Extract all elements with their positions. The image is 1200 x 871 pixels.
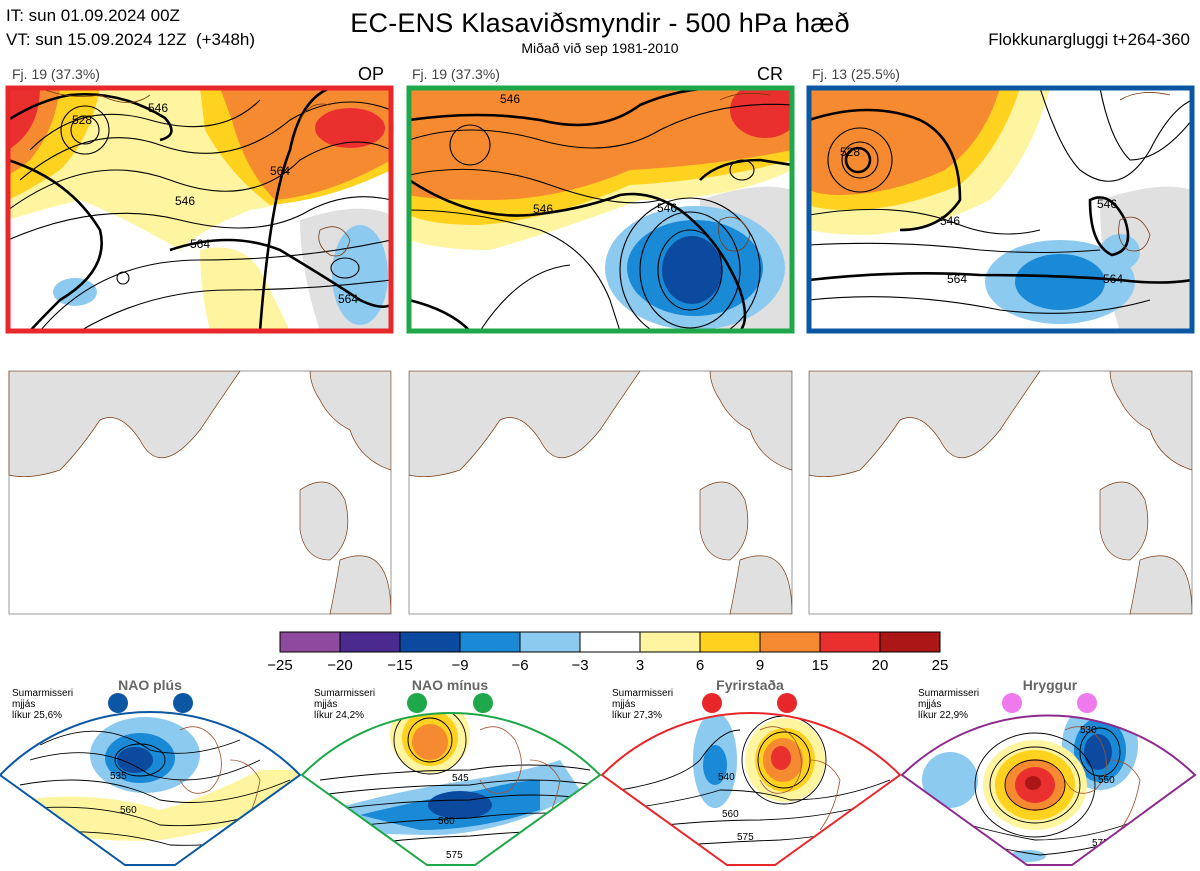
colorbar-swatch — [639, 631, 701, 653]
cluster-1-contour-label-1: 528 — [72, 113, 92, 127]
cluster-3-contour-label-5: 564 — [1103, 272, 1123, 286]
colorbar-tick-label: 6 — [696, 657, 704, 674]
regime-1-title: NAO plús — [118, 677, 182, 693]
colorbar-swatch — [819, 631, 881, 653]
empty-map-2 — [408, 370, 793, 615]
colorbar-tick-label: 20 — [872, 657, 889, 674]
regime-4-dot-right — [1077, 693, 1097, 713]
colorbar-tick-label: −25 — [267, 657, 292, 674]
cluster-1-map: 528 546 564 546 564 564 — [8, 88, 391, 331]
empty-map-1 — [8, 370, 392, 615]
colorbar-swatch — [879, 631, 941, 653]
regime-2-label-1: 545 — [452, 773, 469, 784]
colorbar-swatch — [759, 631, 821, 653]
regime-1-dot-left — [108, 693, 128, 713]
colorbar-tick-label: 3 — [636, 657, 644, 674]
page-title: EC-ENS Klasaviðsmyndir - 500 hPa hæð — [350, 8, 850, 38]
cluster-3-contour-label-2: 546 — [940, 214, 960, 228]
colorbar-swatch — [519, 631, 581, 653]
header-info: IT: sun 01.09.2024 00Z VT: sun 15.09.2024… — [6, 4, 255, 52]
regime-2-sub: Sumarmisseri mjjás líkur 24,2% — [314, 688, 376, 721]
colorbar-tick-label: −3 — [571, 657, 588, 674]
cluster-1-label: Fj. 19 (37.3%) — [12, 66, 100, 82]
colorbar-tick-label: −6 — [511, 657, 528, 674]
regime-2-label-3: 575 — [446, 850, 463, 861]
colorbar-swatch — [399, 631, 461, 653]
cluster-2-contour-label-1: 546 — [500, 92, 520, 106]
regime-2-title: NAO mínus — [411, 677, 489, 693]
cluster-3-map: 528 546 546 564 564 — [809, 88, 1192, 331]
regime-4-map: 530 550 575 — [900, 714, 1197, 866]
regime-4-title: Hryggur — [1022, 677, 1078, 693]
vt-line: VT: sun 15.09.2024 12Z (+348h) — [6, 30, 256, 49]
regime-3-label-1: 540 — [718, 772, 735, 783]
colorbar-tick-label: −9 — [451, 657, 468, 674]
colorbar-swatch — [579, 631, 641, 653]
cluster-2-contour-label-2: 546 — [533, 202, 553, 216]
it-line: IT: sun 01.09.2024 00Z — [6, 6, 180, 25]
colorbar-tick-label: −20 — [327, 657, 352, 674]
cluster-1-contour-label-3: 564 — [270, 164, 290, 178]
cluster-2-contour-label-3: 546 — [657, 201, 677, 215]
colorbar: −25 −20 −15 −9 −6 −3 3 6 9 15 20 25 — [267, 631, 949, 674]
colorbar-swatch — [459, 631, 521, 653]
colorbar-tick-label: −15 — [387, 657, 412, 674]
regime-4-dot-left — [1002, 693, 1022, 713]
page-subtitle: Miðað við sep 1981-2010 — [521, 40, 679, 56]
regime-2-dot-left — [407, 693, 427, 713]
regime-2-dot-right — [473, 693, 493, 713]
colorbar-swatch — [699, 631, 761, 653]
regime-4-sub: Sumarmisseri mjjás líkur 22,9% — [918, 688, 980, 721]
regime-3-title: Fyrirstaða — [716, 677, 784, 693]
cluster-1-contour-label-2: 546 — [148, 101, 168, 115]
cluster-1-contour-label-4: 546 — [175, 194, 195, 208]
colorbar-tick-label: 9 — [756, 657, 764, 674]
regime-3-label-2: 560 — [722, 809, 739, 820]
cluster-1-contour-label-6: 564 — [338, 292, 358, 306]
colorbar-tick-label: 15 — [812, 657, 829, 674]
regime-4-label-2: 550 — [1098, 775, 1115, 786]
cluster-1-border — [5, 85, 394, 334]
cluster-1-tag: OP — [358, 64, 385, 84]
regime-1-dot-right — [173, 693, 193, 713]
regime-4-label-1: 530 — [1080, 725, 1097, 736]
regime-2-label-2: 560 — [438, 816, 455, 827]
regime-1-label-2: 560 — [120, 805, 137, 816]
cluster-2-border — [406, 85, 795, 334]
regime-3-dot-right — [777, 693, 797, 713]
regime-1-sub: Sumarmisseri mjjás líkur 25,6% — [12, 688, 74, 721]
regime-3-label-3: 575 — [737, 832, 754, 843]
cluster-3-border — [806, 85, 1195, 334]
cluster-1-contour-label-5: 564 — [190, 237, 210, 251]
cluster-2-label: Fj. 19 (37.3%) — [412, 66, 500, 82]
window-label: Flokkunargluggi t+264-360 — [988, 30, 1190, 49]
cluster-3-contour-label-3: 546 — [1097, 197, 1117, 211]
cluster-3-contour-label-4: 564 — [947, 272, 967, 286]
regime-1-label-1: 535 — [110, 771, 127, 782]
cluster-3-contour-label-1: 528 — [840, 145, 860, 159]
colorbar-swatch — [339, 631, 401, 653]
cluster-2-tag: CR — [757, 64, 783, 84]
regime-3-sub: Sumarmisseri mjjás líkur 27,3% — [612, 688, 674, 721]
regime-3-dot-left — [702, 693, 722, 713]
colorbar-tick-label: 25 — [932, 657, 949, 674]
cluster-3-label: Fj. 13 (25.5%) — [812, 66, 900, 82]
empty-map-3 — [808, 370, 1193, 615]
colorbar-swatch — [279, 631, 341, 653]
cluster-2-map: 546 546 546 — [409, 88, 792, 331]
